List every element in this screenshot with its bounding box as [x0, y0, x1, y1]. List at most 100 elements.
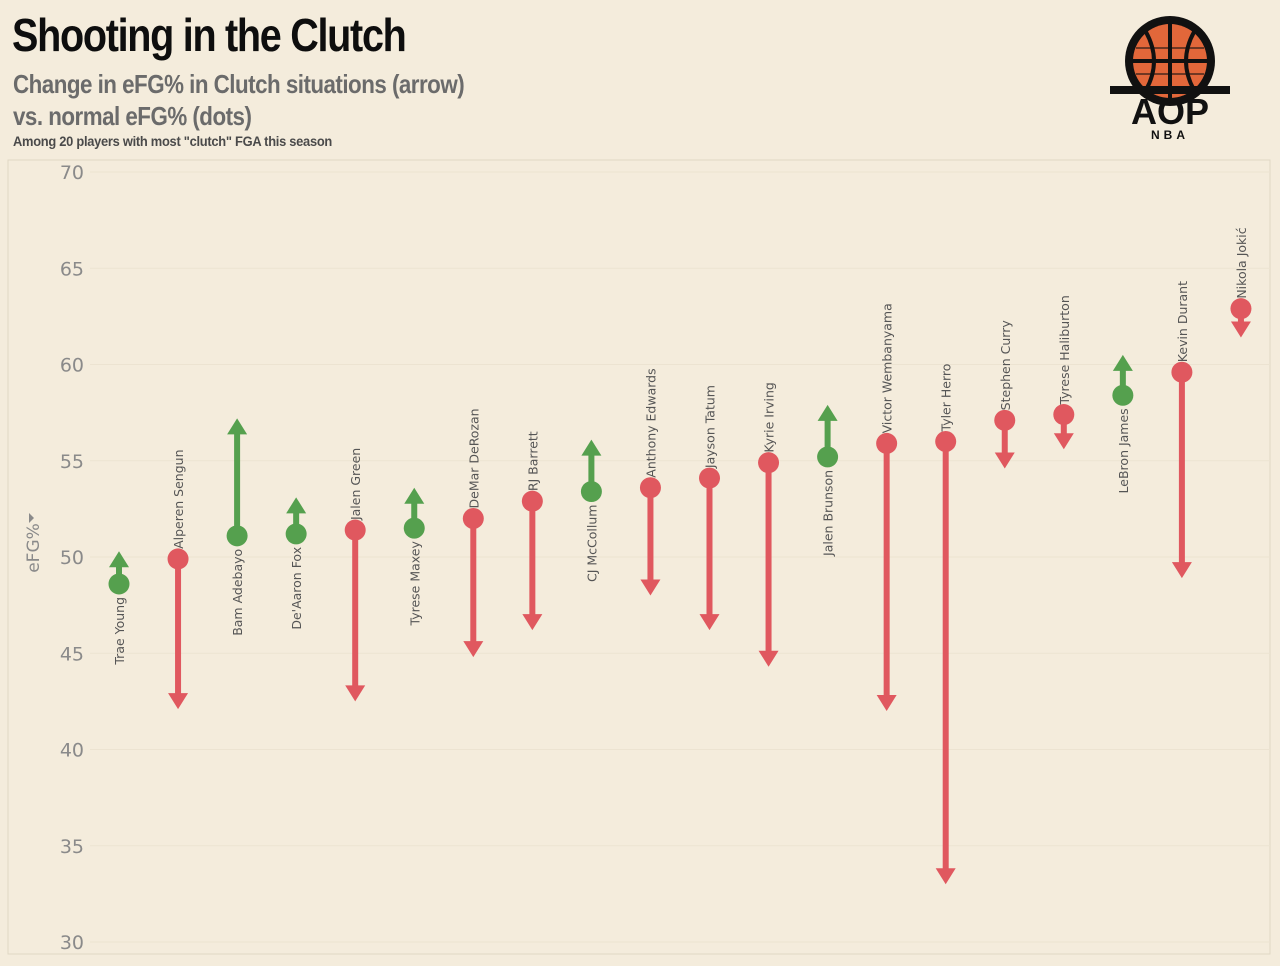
- y-tick-label: 60: [60, 355, 84, 377]
- y-tick-label: 45: [60, 643, 84, 665]
- player-mark: De'Aaron Fox: [285, 497, 307, 630]
- player-label: Tyrese Haliburton: [1057, 295, 1072, 405]
- y-axis-label: eFG%: [24, 523, 44, 573]
- pin-icon: [29, 513, 34, 523]
- arrow-head: [817, 404, 838, 421]
- player-mark: Bam Adebayo: [226, 418, 248, 636]
- player-mark: Kevin Durant: [1171, 281, 1193, 579]
- arrow-head: [1230, 321, 1251, 338]
- y-tick-label: 70: [60, 162, 84, 184]
- player-mark: Alperen Sengun: [167, 449, 189, 710]
- efg-dot: [226, 525, 248, 547]
- chart-title: Shooting in the Clutch: [12, 9, 407, 61]
- player-mark: Victor Wembanyama: [876, 303, 898, 711]
- player-label: Tyler Herro: [939, 364, 954, 433]
- player-label: Kyrie Irving: [762, 382, 777, 453]
- y-tick-label: 55: [60, 451, 84, 473]
- player-label: Anthony Edwards: [643, 368, 658, 477]
- y-tick-label: 30: [60, 932, 84, 954]
- arrow-head: [168, 693, 189, 710]
- player-mark: Tyrese Haliburton: [1053, 295, 1075, 450]
- player-label: DeMar DeRozan: [466, 408, 481, 508]
- efg-dot: [580, 481, 602, 503]
- player-label: Trae Young: [112, 597, 127, 666]
- arrow-head: [286, 497, 307, 514]
- player-mark: LeBron James: [1112, 354, 1134, 493]
- player-mark: Stephen Curry: [994, 320, 1016, 469]
- player-mark: Tyler Herro: [935, 364, 957, 885]
- player-label: Alperen Sengun: [171, 449, 186, 548]
- subtitle-line-2: vs. normal eFG% (dots): [13, 101, 252, 131]
- player-label: RJ Barrett: [525, 431, 540, 491]
- efg-dot: [1112, 384, 1134, 406]
- arrow-head: [994, 452, 1015, 469]
- arrow-head: [699, 614, 720, 631]
- player-mark: Jayson Tatum: [699, 385, 720, 631]
- arrow-head: [1112, 354, 1133, 371]
- arrow-head: [581, 439, 602, 456]
- efg-dot: [108, 573, 130, 595]
- chart-note: Among 20 players with most "clutch" FGA …: [13, 133, 333, 149]
- efg-dot: [1230, 298, 1252, 320]
- player-label: De'Aaron Fox: [289, 547, 304, 630]
- basketball-icon: [1110, 16, 1230, 106]
- player-mark: DeMar DeRozan: [462, 408, 484, 658]
- efg-dot: [876, 432, 898, 454]
- player-label: Jalen Brunson: [821, 470, 836, 557]
- arrow-head: [109, 551, 129, 568]
- grid-lines: [7, 159, 1271, 955]
- arrow-head: [463, 641, 484, 658]
- logo-text: AOP: [1131, 91, 1209, 132]
- player-mark: Tyrese Maxey: [403, 487, 425, 627]
- efg-dot: [403, 517, 425, 539]
- player-label: Bam Adebayo: [230, 549, 245, 636]
- arrow-head: [227, 418, 248, 435]
- plot-area: Trae Young Alperen Sengun Bam Adebayo De'Aa…: [108, 227, 1252, 885]
- efg-dot: [639, 477, 661, 499]
- player-mark: Jalen Brunson: [817, 404, 839, 557]
- arrow-head: [758, 650, 779, 667]
- player-mark: Anthony Edwards: [639, 368, 661, 596]
- arrow-head: [1053, 433, 1074, 450]
- arrow-head: [1171, 562, 1192, 579]
- subtitle-line-1: Change in eFG% in Clutch situations (arr…: [13, 69, 465, 99]
- arrow-head: [522, 614, 543, 631]
- player-label: CJ McCollum: [584, 505, 599, 582]
- player-mark: Nikola Jokić: [1230, 227, 1252, 338]
- y-tick-label: 65: [60, 258, 84, 280]
- efg-dot: [285, 523, 307, 545]
- efg-dot: [521, 490, 543, 512]
- player-mark: Kyrie Irving: [758, 382, 780, 667]
- player-mark: CJ McCollum: [580, 439, 602, 582]
- y-tick-label: 50: [60, 547, 84, 569]
- player-mark: RJ Barrett: [521, 431, 543, 631]
- y-axis: 30 35 40 45 50 55 60 65 70 eFG%: [24, 162, 84, 954]
- player-label: Jalen Green: [348, 448, 363, 521]
- player-mark: Trae Young: [108, 551, 130, 666]
- chart-subtitle: Change in eFG% in Clutch situations (arr…: [13, 68, 465, 132]
- y-tick-label: 35: [60, 836, 84, 858]
- efg-dot: [462, 508, 484, 529]
- logo-subtext: NBA: [1151, 128, 1189, 140]
- efg-dot: [344, 519, 366, 541]
- arrow-head: [876, 695, 897, 711]
- efg-dot: [1053, 404, 1075, 426]
- efg-dot: [167, 548, 189, 570]
- efg-dot: [1171, 361, 1193, 383]
- efg-dot: [758, 452, 780, 474]
- efg-dot: [699, 467, 720, 489]
- efg-dot: [817, 446, 839, 468]
- aop-nba-logo: AOP NBA: [1110, 16, 1230, 140]
- player-label: Nikola Jokić: [1234, 227, 1249, 298]
- player-label: Tyrese Maxey: [407, 541, 422, 627]
- efg-dot: [935, 431, 957, 452]
- arrow-head: [345, 685, 366, 702]
- arrow-head: [404, 487, 425, 504]
- arrow-head: [935, 868, 956, 885]
- arrow-head: [640, 579, 661, 596]
- player-label: Jayson Tatum: [703, 385, 718, 469]
- player-label: Stephen Curry: [998, 320, 1013, 411]
- y-tick-label: 40: [60, 740, 84, 762]
- player-label: Victor Wembanyama: [880, 303, 895, 433]
